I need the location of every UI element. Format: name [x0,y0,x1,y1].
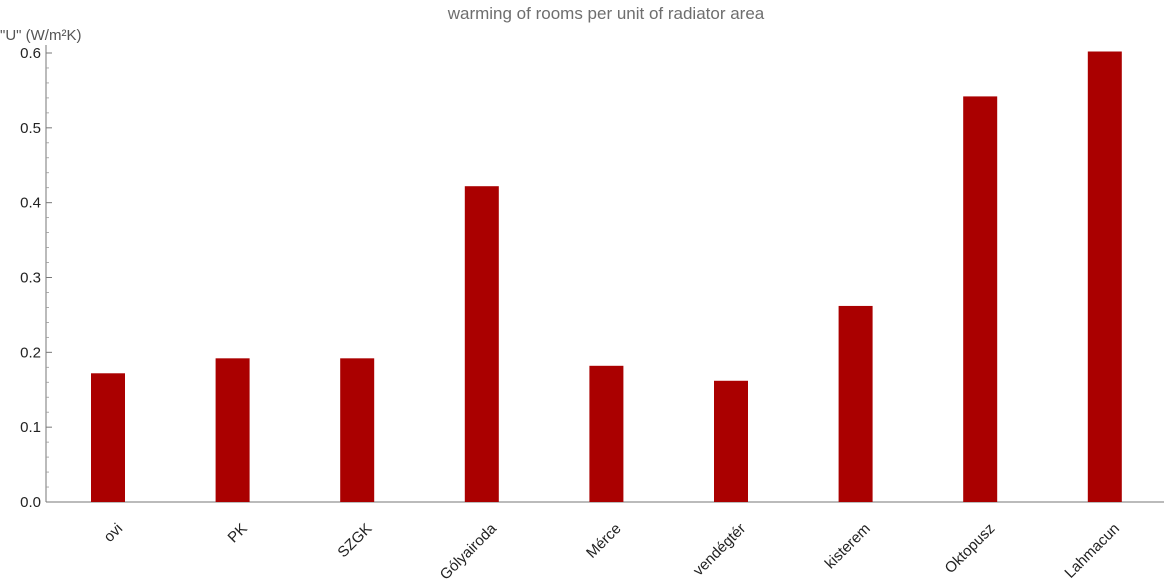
bar-lahmacun [1087,51,1122,503]
y-tick-label: 0.6 [20,45,41,62]
x-category-label: Gólyairoda [437,520,501,579]
y-tick-label: 0.1 [20,419,41,436]
bar-oktopusz [963,96,998,503]
bar-vendégtér [714,380,748,502]
x-category-label: SZGK [334,520,375,561]
bar-mérce [589,365,624,502]
category-labels: ovi PK SZGK Gólyairoda Mérce vendégtér kistere… [101,520,1123,579]
y-tick-label: 0.5 [20,120,41,137]
chart-title: warming of rooms per unit of radiator ar… [447,4,765,23]
x-category-label: kisterem [822,520,874,572]
bar-szgk [340,358,375,502]
y-tick-label: 0.0 [20,494,41,511]
x-category-label: Mérce [583,520,624,561]
y-tick-label: 0.2 [20,344,41,361]
y-axis-label: "U" (W/m²K) [0,27,81,44]
bar-ovi [91,373,125,502]
x-category-label: PK [225,520,251,546]
y-tick-label: 0.4 [20,195,41,212]
bar-pk [215,358,250,502]
bar-gólyairoda [464,186,499,502]
x-category-label: Oktopusz [942,520,999,577]
x-category-label: ovi [101,520,127,546]
bar-kisterem [838,305,873,502]
x-category-label: vendégtér [690,520,749,579]
x-category-label: Lahmacun [1061,520,1123,579]
y-tick-label: 0.3 [20,270,41,287]
bars [91,51,1122,503]
